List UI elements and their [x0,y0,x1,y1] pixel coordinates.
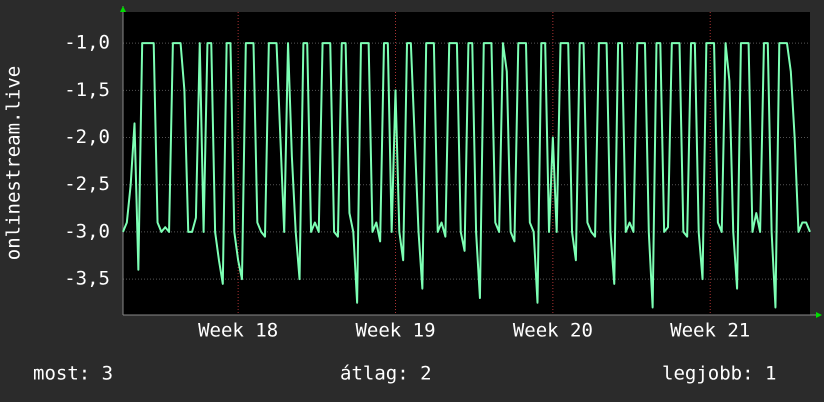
series-line [122,42,811,309]
stat-average: átlag: 2 [340,363,432,385]
y-tick-label: -1,5 [64,79,110,101]
y-tick-label: -1,0 [64,32,110,54]
y-tick-label: -2,5 [64,173,110,195]
stat-current: most: 3 [33,363,113,385]
x-tick-label: Week 18 [198,320,278,342]
y-tick-label: -3,5 [64,268,110,290]
axis-arrow [816,312,822,318]
axis-arrow [120,6,126,12]
stat-best: legjobb: 1 [662,363,776,385]
y-tick-label: -2,0 [64,126,110,148]
x-tick-label: Week 19 [355,320,435,342]
y-tick-label: -3,0 [64,220,110,242]
y-axis-label: onlinestream.live [3,66,25,260]
x-tick-label: Week 21 [670,320,750,342]
x-tick-label: Week 20 [513,320,593,342]
